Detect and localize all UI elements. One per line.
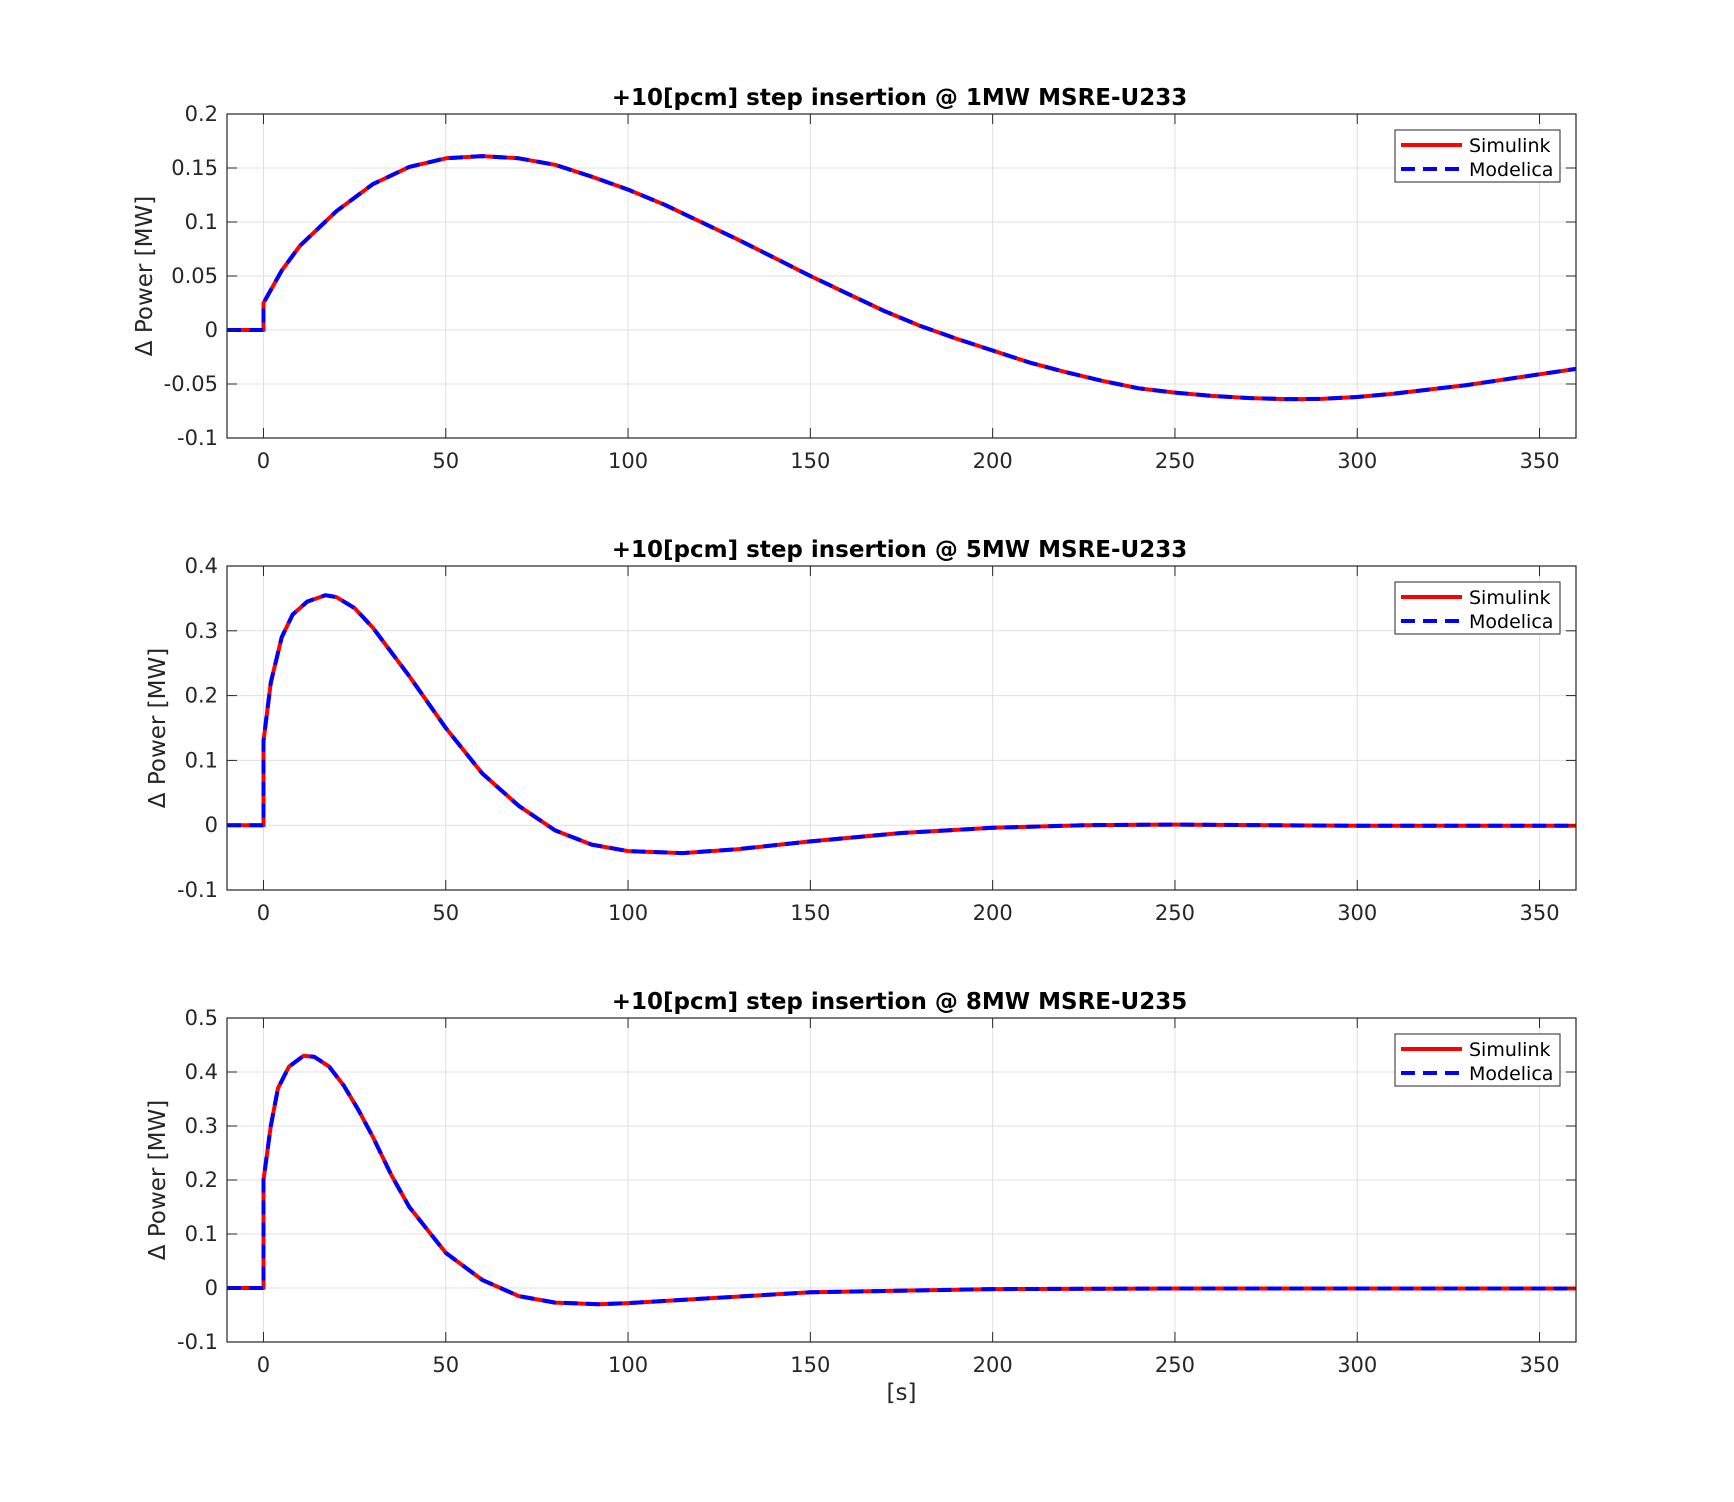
subplot-title: +10[pcm] step insertion @ 8MW MSRE-U235 bbox=[612, 989, 1187, 1015]
x-tick-label: 0 bbox=[257, 901, 270, 925]
x-tick-label: 350 bbox=[1519, 1353, 1559, 1377]
x-tick-label: 250 bbox=[1155, 1353, 1195, 1377]
x-tick-label: 350 bbox=[1519, 449, 1559, 473]
series-line-modelica bbox=[227, 593, 1576, 856]
subplot-title: +10[pcm] step insertion @ 1MW MSRE-U233 bbox=[612, 85, 1187, 111]
x-tick-label: 100 bbox=[608, 1353, 648, 1377]
y-tick-label: 0.1 bbox=[185, 210, 218, 234]
y-tick-label: 0 bbox=[205, 1276, 218, 1300]
y-tick-label: -0.1 bbox=[177, 426, 218, 450]
x-tick-label: 350 bbox=[1519, 901, 1559, 925]
x-axis-label: [s] bbox=[887, 1380, 917, 1406]
x-tick-label: 250 bbox=[1155, 449, 1195, 473]
legend-label-simulink: Simulink bbox=[1469, 1039, 1551, 1061]
y-axis-label: Δ Power [MW] bbox=[132, 196, 158, 356]
y-tick-label: 0.2 bbox=[185, 1168, 218, 1192]
legend-box bbox=[1394, 581, 1561, 635]
subplot-3: 0 50 100 150 200 250 300 350 -0.1 0 0.1 0.2 0.3 0.4 0.… bbox=[145, 989, 1577, 1406]
x-tick-label: 0 bbox=[257, 1353, 270, 1377]
x-tick-label: 200 bbox=[973, 449, 1013, 473]
subplot-1: 0 50 100 150 200 250 300 350 -0.1 -0.05 0 0.05 0.1 0.… bbox=[132, 85, 1577, 473]
y-tick-label: 0 bbox=[205, 813, 218, 837]
subplots: 0 50 100 150 200 250 300 350 -0.1 -0.05 0 0.05 0.1 0.… bbox=[132, 85, 1577, 1406]
y-axis-label: Δ Power [MW] bbox=[145, 1100, 171, 1260]
subplot-title: +10[pcm] step insertion @ 5MW MSRE-U233 bbox=[612, 537, 1187, 563]
y-tick-label: -0.05 bbox=[164, 372, 218, 396]
y-axis-label: Δ Power [MW] bbox=[145, 648, 171, 808]
series-line-modelica bbox=[227, 154, 1577, 402]
subplot-2: 0 50 100 150 200 250 300 350 -0.1 0 0.1 0.2 0.3 0.4 +1… bbox=[145, 537, 1577, 925]
x-tick-label: 50 bbox=[432, 901, 459, 925]
series-line-modelica bbox=[227, 1053, 1576, 1307]
legend-label-modelica: Modelica bbox=[1469, 611, 1553, 633]
x-tick-label: 50 bbox=[432, 1353, 459, 1377]
legend-label-modelica: Modelica bbox=[1469, 1063, 1553, 1085]
legend-label-simulink: Simulink bbox=[1469, 135, 1551, 157]
y-tick-label: 0.15 bbox=[171, 156, 218, 180]
x-tick-label: 300 bbox=[1337, 449, 1377, 473]
y-tick-label: -0.1 bbox=[177, 878, 218, 902]
y-tick-label: 0 bbox=[205, 318, 218, 342]
y-tick-label: 0.1 bbox=[185, 1222, 218, 1246]
y-tick-label: -0.1 bbox=[177, 1330, 218, 1354]
axes-box bbox=[226, 565, 1577, 891]
x-tick-label: 100 bbox=[608, 901, 648, 925]
x-tick-label: 150 bbox=[790, 449, 830, 473]
y-tick-label: 0.2 bbox=[185, 684, 218, 708]
legend-box bbox=[1394, 129, 1561, 183]
x-tick-label: 150 bbox=[790, 901, 830, 925]
y-tick-label: 0.4 bbox=[185, 554, 218, 578]
y-tick-label: 0.4 bbox=[185, 1060, 218, 1084]
legend-box bbox=[1394, 1033, 1561, 1087]
legend-label-simulink: Simulink bbox=[1469, 587, 1551, 609]
y-tick-label: 0.5 bbox=[185, 1006, 218, 1030]
y-tick-label: 0.05 bbox=[171, 264, 218, 288]
x-tick-label: 200 bbox=[973, 1353, 1013, 1377]
x-tick-label: 300 bbox=[1337, 1353, 1377, 1377]
y-tick-label: 0.2 bbox=[185, 102, 218, 126]
x-tick-label: 250 bbox=[1155, 901, 1195, 925]
x-tick-label: 100 bbox=[608, 449, 648, 473]
y-tick-label: 0.1 bbox=[185, 748, 218, 772]
y-tick-label: 0.3 bbox=[185, 619, 218, 643]
x-tick-label: 300 bbox=[1337, 901, 1377, 925]
x-tick-label: 200 bbox=[973, 901, 1013, 925]
y-tick-label: 0.3 bbox=[185, 1114, 218, 1138]
x-tick-label: 0 bbox=[257, 449, 270, 473]
legend-label-modelica: Modelica bbox=[1469, 159, 1553, 181]
x-tick-label: 150 bbox=[790, 1353, 830, 1377]
x-tick-label: 50 bbox=[432, 449, 459, 473]
